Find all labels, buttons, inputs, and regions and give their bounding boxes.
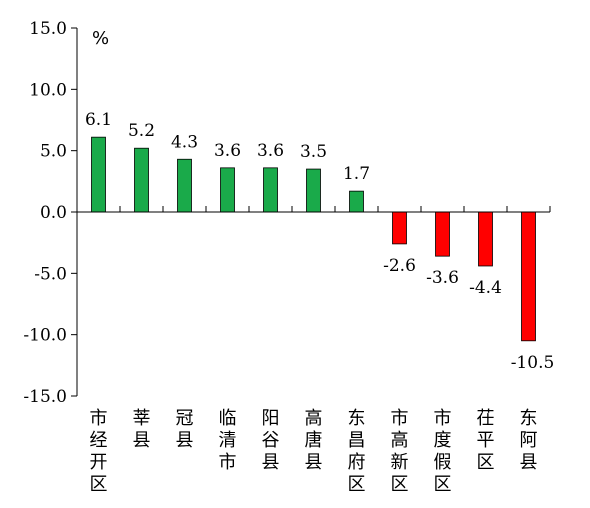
category-label: 莘县 bbox=[133, 408, 151, 451]
bars bbox=[91, 136, 536, 342]
y-tick-label: -5.0 bbox=[34, 264, 67, 284]
data-label: 3.5 bbox=[300, 142, 327, 162]
bar bbox=[349, 190, 364, 213]
category-label: 东阿县 bbox=[520, 408, 538, 473]
x-axis bbox=[77, 206, 551, 213]
category-label: 阳谷县 bbox=[262, 408, 280, 473]
y-axis: 15.0 10.0 5.0 0.0 -5.0 -10.0 -15.0 bbox=[23, 19, 78, 407]
data-label: -2.6 bbox=[383, 256, 416, 276]
bar bbox=[435, 211, 450, 257]
category-label: 冠县 bbox=[176, 408, 194, 451]
data-label: 4.3 bbox=[171, 132, 198, 152]
category-label: 临清市 bbox=[219, 408, 237, 473]
y-tick-label: -15.0 bbox=[23, 387, 67, 407]
data-label: 3.6 bbox=[257, 141, 284, 161]
category-label: 市经开区 bbox=[90, 408, 108, 495]
data-label: 3.6 bbox=[214, 141, 241, 161]
bar bbox=[521, 211, 536, 342]
category-label: 市度假区 bbox=[434, 408, 452, 495]
bar bbox=[306, 168, 321, 213]
bar bbox=[478, 211, 493, 267]
bar bbox=[177, 158, 192, 213]
bar bbox=[220, 167, 235, 213]
bar bbox=[91, 136, 106, 213]
data-label: -4.4 bbox=[469, 278, 502, 298]
category-label: 市高新区 bbox=[391, 408, 409, 495]
data-label: -3.6 bbox=[426, 268, 459, 288]
category-label: 茌平区 bbox=[477, 408, 495, 473]
data-label: -10.5 bbox=[511, 353, 555, 373]
y-tick-label: 15.0 bbox=[29, 19, 67, 39]
value-labels: 6.1 5.2 4.3 3.6 3.6 3.5 1.7 -2.6 -3.6 -4.4 -10.5 bbox=[85, 110, 554, 373]
data-label: 6.1 bbox=[85, 110, 112, 130]
data-label: 5.2 bbox=[128, 121, 155, 141]
category-label: 东昌府区 bbox=[348, 408, 366, 495]
category-label: 高唐县 bbox=[305, 408, 323, 473]
y-tick-label: -10.0 bbox=[23, 326, 67, 346]
bar bbox=[134, 147, 149, 213]
data-label: 1.7 bbox=[343, 164, 370, 184]
bar bbox=[392, 211, 407, 245]
y-tick-label: 10.0 bbox=[29, 80, 67, 100]
y-tick-label: 5.0 bbox=[40, 142, 67, 162]
unit-label: % bbox=[92, 28, 109, 49]
bar bbox=[263, 167, 278, 213]
y-tick-label: 0.0 bbox=[40, 203, 67, 223]
